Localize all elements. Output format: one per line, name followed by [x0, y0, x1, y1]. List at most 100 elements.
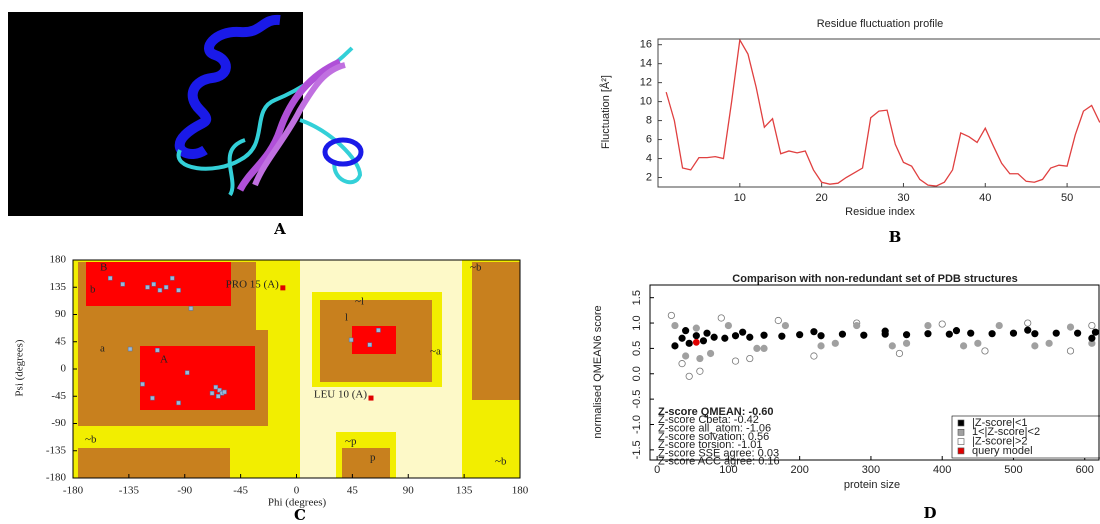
data-point — [679, 360, 685, 366]
x-axis-label: Phi (degrees) — [268, 497, 327, 509]
data-point — [982, 348, 988, 354]
y-tick-label: 2 — [646, 171, 652, 183]
y-tick-label: -1.0 — [631, 415, 643, 434]
residue-point — [150, 396, 154, 400]
y-tick-label: 45 — [55, 335, 67, 347]
chart-title: Residue fluctuation profile — [817, 18, 944, 30]
x-tick-label: 600 — [1076, 464, 1094, 476]
data-point — [861, 332, 867, 338]
region-label: A — [160, 354, 168, 366]
panel-label: A — [273, 220, 286, 238]
residue-point — [376, 328, 380, 332]
data-point — [818, 343, 824, 349]
data-point — [839, 331, 845, 337]
data-point — [782, 322, 788, 328]
x-tick-label: 400 — [933, 464, 951, 476]
z-score-note: Z-score ACC agree: 0.16 — [658, 456, 780, 468]
residue-point — [214, 385, 218, 389]
data-point — [697, 368, 703, 374]
y-tick-label: 8 — [646, 114, 652, 126]
data-point — [732, 358, 738, 364]
panel-label: C — [294, 506, 306, 524]
y-tick-label: 0.0 — [631, 366, 643, 381]
y-axis-label: Fluctuation [Å²] — [599, 75, 612, 149]
data-point — [1032, 330, 1038, 336]
data-point — [889, 343, 895, 349]
data-point — [693, 339, 699, 345]
x-tick-label: -90 — [177, 485, 192, 497]
y-tick-label: 0 — [61, 363, 67, 375]
data-point — [1010, 330, 1016, 336]
data-point — [1067, 348, 1073, 354]
y-tick-label: 16 — [640, 39, 652, 51]
residue-point — [155, 348, 159, 352]
data-point — [939, 321, 945, 327]
data-point — [718, 315, 724, 321]
data-point — [896, 350, 902, 356]
chart: Residue fluctuation profile Residue index… — [599, 18, 1100, 218]
y-tick-label: -90 — [51, 417, 66, 429]
data-point — [739, 329, 745, 335]
figure: A B C D Residue fluctuation profileResid… — [0, 0, 1100, 524]
panel-label: D — [923, 504, 936, 522]
x-axis-label: protein size — [844, 479, 900, 491]
data-point — [925, 330, 931, 336]
y-tick-label: 90 — [55, 308, 67, 320]
data-point — [818, 333, 824, 339]
data-point — [989, 330, 995, 336]
data-point — [796, 332, 802, 338]
data-point — [811, 328, 817, 334]
data-point — [747, 334, 753, 340]
data-point — [925, 322, 931, 328]
residue-point — [170, 276, 174, 280]
data-point — [682, 327, 688, 333]
ramachandran-regions — [73, 260, 520, 478]
residue-point — [152, 282, 156, 286]
data-point — [747, 355, 753, 361]
x-tick-label: 180 — [512, 485, 529, 497]
data-point — [1025, 327, 1031, 333]
residue-point — [210, 391, 214, 395]
data-point — [672, 343, 678, 349]
data-point — [704, 330, 710, 336]
y-tick-label: -0.5 — [631, 390, 643, 409]
y-tick-label: 12 — [640, 77, 652, 89]
residue-point — [146, 285, 150, 289]
chart-title: Comparison with non-redundant set of PDB… — [732, 273, 1017, 285]
residue-point — [141, 382, 145, 386]
data-point — [697, 355, 703, 361]
data-point — [1092, 329, 1098, 335]
data-point — [975, 340, 981, 346]
region-label: l — [345, 312, 348, 324]
data-point — [960, 343, 966, 349]
y-tick-label: 4 — [646, 152, 652, 164]
data-point — [1046, 340, 1052, 346]
x-axis-label: Residue index — [845, 206, 915, 218]
data-point — [686, 340, 692, 346]
legend-swatch — [958, 448, 964, 454]
data-point — [754, 345, 760, 351]
legend-label: query model — [972, 445, 1033, 457]
data-point — [693, 333, 699, 339]
region-label: b — [90, 284, 96, 296]
residue-point — [185, 371, 189, 375]
x-tick-label: -45 — [233, 485, 248, 497]
data-point — [853, 322, 859, 328]
residue-point — [128, 347, 132, 351]
residue-point — [177, 401, 181, 405]
plot-frame — [658, 39, 1100, 187]
x-tick-label: 300 — [862, 464, 880, 476]
region-label: B — [100, 262, 107, 274]
data-point — [946, 331, 952, 337]
data-point — [682, 353, 688, 359]
x-tick-label: -135 — [119, 485, 140, 497]
highlight-point — [369, 396, 374, 401]
plot-area — [666, 40, 1100, 186]
y-axis-label: Psi (degrees) — [14, 339, 26, 396]
data-point — [1089, 322, 1095, 328]
legend-swatch — [958, 429, 964, 435]
y-tick-label: 1.5 — [631, 290, 643, 305]
residue-point — [121, 282, 125, 286]
data-point — [1074, 330, 1080, 336]
panel-label: B — [889, 228, 902, 246]
